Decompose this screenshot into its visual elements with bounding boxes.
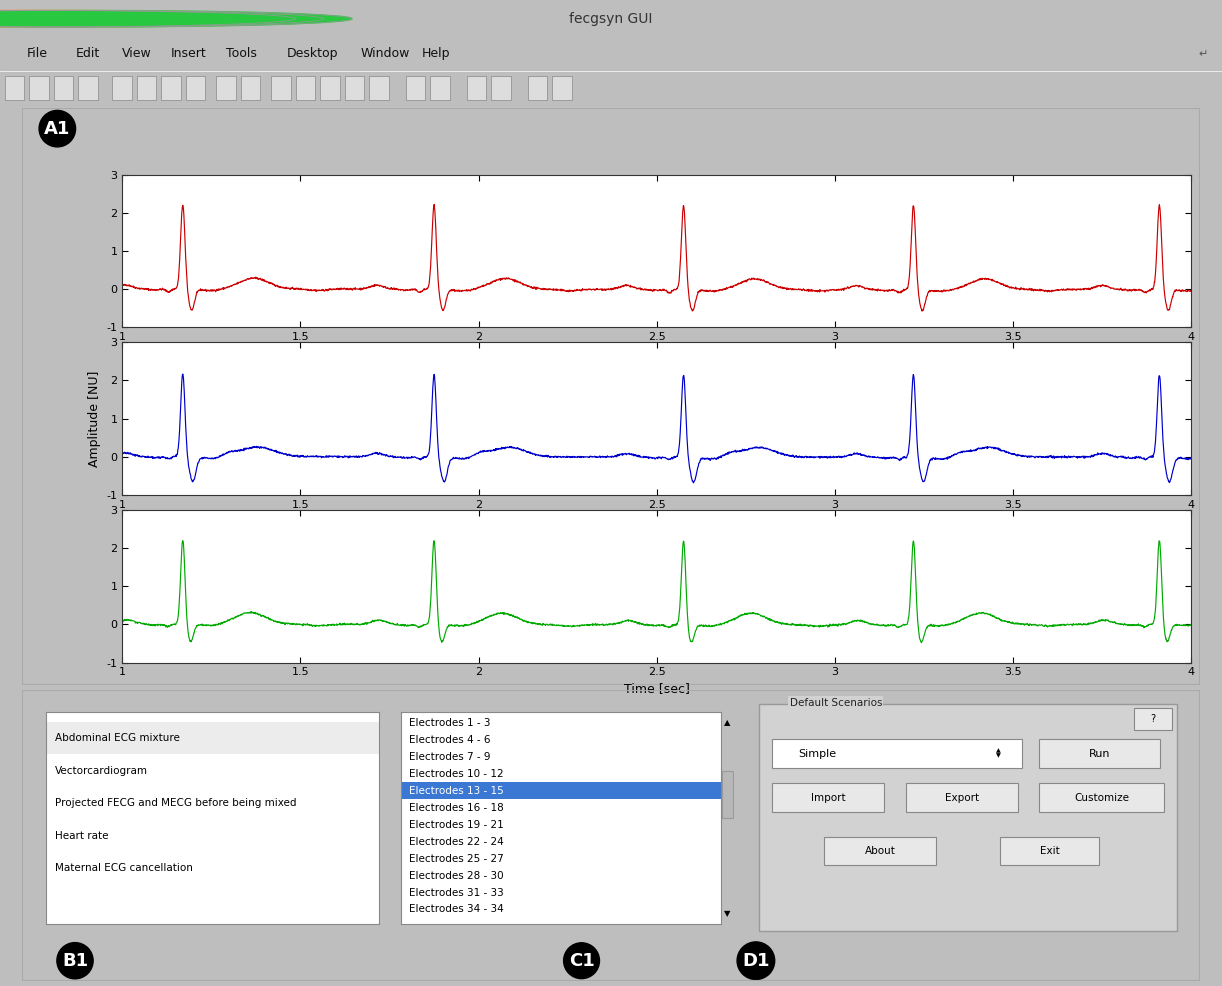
Text: Tools: Tools (226, 47, 257, 60)
FancyBboxPatch shape (772, 740, 1022, 767)
FancyBboxPatch shape (722, 771, 733, 818)
Text: Simple: Simple (798, 748, 836, 758)
Text: Electrodes 16 - 18: Electrodes 16 - 18 (409, 803, 503, 812)
FancyBboxPatch shape (112, 76, 132, 101)
FancyBboxPatch shape (467, 76, 486, 101)
FancyBboxPatch shape (824, 837, 936, 866)
Text: Insert: Insert (171, 47, 207, 60)
Text: ▼: ▼ (725, 908, 731, 918)
FancyBboxPatch shape (320, 76, 340, 101)
Text: Electrodes 1 - 3: Electrodes 1 - 3 (409, 718, 490, 728)
FancyBboxPatch shape (54, 76, 73, 101)
Text: Projected FECG and MECG before being mixed: Projected FECG and MECG before being mix… (55, 799, 296, 809)
Text: Heart rate: Heart rate (55, 831, 109, 841)
Text: fecgsyn GUI: fecgsyn GUI (569, 12, 653, 26)
FancyBboxPatch shape (528, 76, 547, 101)
FancyBboxPatch shape (345, 76, 364, 101)
Text: D1: D1 (742, 951, 770, 969)
Text: A1: A1 (44, 119, 71, 138)
Text: ↵: ↵ (1198, 49, 1207, 59)
FancyBboxPatch shape (216, 76, 236, 101)
Text: Abdominal ECG mixture: Abdominal ECG mixture (55, 733, 180, 743)
Y-axis label: Amplitude [NU]: Amplitude [NU] (88, 371, 100, 466)
Text: File: File (27, 47, 48, 60)
FancyBboxPatch shape (1134, 708, 1172, 730)
FancyBboxPatch shape (491, 76, 511, 101)
Text: ▲: ▲ (725, 718, 731, 728)
Bar (401, 782, 721, 800)
FancyBboxPatch shape (271, 76, 291, 101)
Text: ?: ? (1151, 714, 1156, 724)
Text: Electrodes 22 - 24: Electrodes 22 - 24 (409, 837, 503, 847)
Text: Electrodes 7 - 9: Electrodes 7 - 9 (409, 752, 490, 762)
Text: Electrodes 25 - 27: Electrodes 25 - 27 (409, 854, 503, 864)
Text: Maternal ECG cancellation: Maternal ECG cancellation (55, 864, 193, 874)
FancyBboxPatch shape (241, 76, 260, 101)
Text: Electrodes 10 - 12: Electrodes 10 - 12 (409, 769, 503, 779)
Text: Electrodes 19 - 21: Electrodes 19 - 21 (409, 819, 503, 829)
FancyBboxPatch shape (296, 76, 315, 101)
FancyBboxPatch shape (29, 76, 49, 101)
Text: Export: Export (945, 793, 979, 803)
Text: Desktop: Desktop (287, 47, 338, 60)
Text: Exit: Exit (1040, 846, 1059, 857)
FancyBboxPatch shape (161, 76, 181, 101)
Text: Vectorcardiogram: Vectorcardiogram (55, 765, 148, 776)
Text: C1: C1 (568, 951, 594, 969)
Text: Default Scenarios: Default Scenarios (789, 698, 882, 708)
FancyBboxPatch shape (1039, 784, 1163, 811)
FancyBboxPatch shape (1001, 837, 1100, 866)
Circle shape (0, 11, 324, 27)
FancyBboxPatch shape (369, 76, 389, 101)
FancyBboxPatch shape (760, 704, 1177, 932)
FancyBboxPatch shape (772, 784, 885, 811)
Bar (46, 722, 379, 754)
FancyBboxPatch shape (406, 76, 425, 101)
Text: ▲
▼: ▲ ▼ (996, 748, 1001, 758)
FancyBboxPatch shape (137, 76, 156, 101)
Text: Help: Help (422, 47, 450, 60)
FancyBboxPatch shape (1039, 740, 1160, 767)
FancyBboxPatch shape (186, 76, 205, 101)
Text: Electrodes 13 - 15: Electrodes 13 - 15 (409, 786, 503, 796)
Text: Run: Run (1089, 748, 1110, 758)
Text: Electrodes 4 - 6: Electrodes 4 - 6 (409, 735, 490, 744)
FancyBboxPatch shape (552, 76, 572, 101)
Text: B1: B1 (62, 951, 88, 969)
Text: View: View (122, 47, 152, 60)
Text: Customize: Customize (1074, 793, 1129, 803)
Circle shape (0, 11, 352, 27)
Text: Electrodes 34 - 34: Electrodes 34 - 34 (409, 904, 503, 914)
FancyBboxPatch shape (5, 76, 24, 101)
Text: Window: Window (360, 47, 409, 60)
Circle shape (0, 11, 296, 27)
FancyBboxPatch shape (78, 76, 98, 101)
Text: About: About (864, 846, 896, 857)
Text: Import: Import (811, 793, 846, 803)
Text: Electrodes 31 - 33: Electrodes 31 - 33 (409, 887, 503, 897)
Text: Electrodes 28 - 30: Electrodes 28 - 30 (409, 871, 503, 880)
Text: Edit: Edit (76, 47, 100, 60)
FancyBboxPatch shape (906, 784, 1018, 811)
FancyBboxPatch shape (430, 76, 450, 101)
X-axis label: Time [sec]: Time [sec] (624, 681, 689, 694)
